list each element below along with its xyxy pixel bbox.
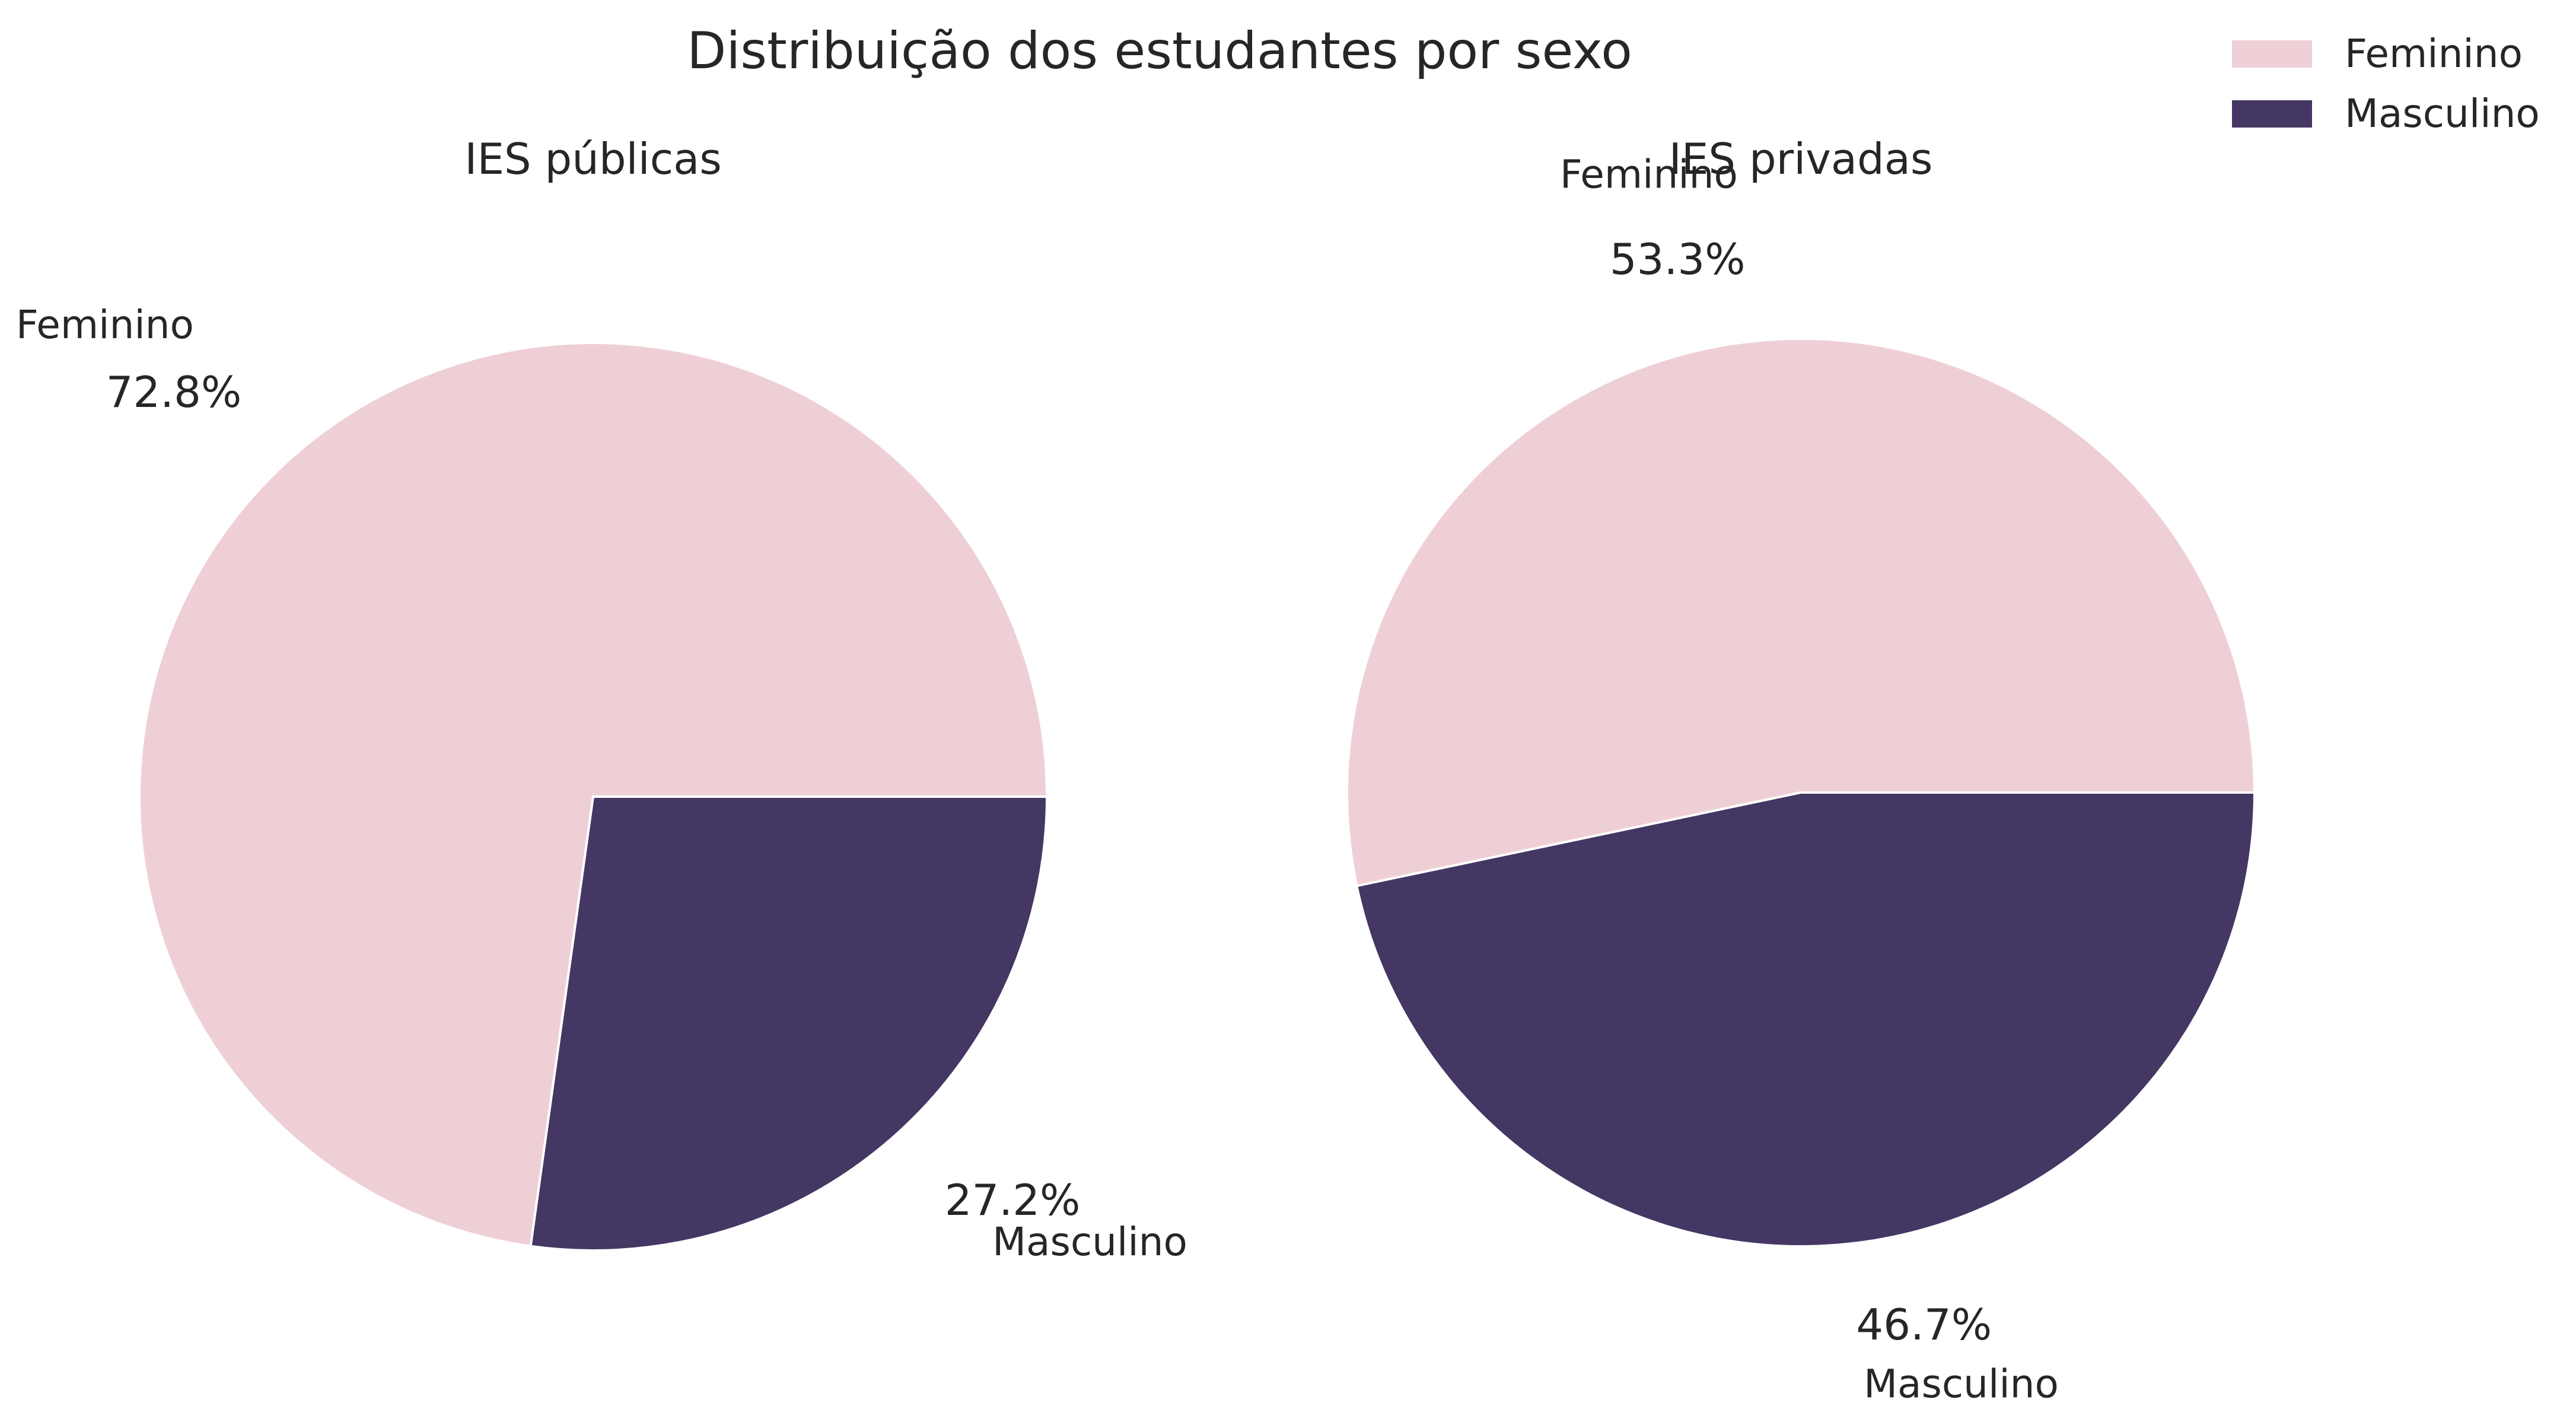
- legend-label-masculino: Masculino: [2345, 91, 2540, 136]
- slice-label-feminino: Feminino: [1560, 151, 1738, 197]
- figure-title: Distribuição dos estudantes por sexo: [687, 21, 1632, 81]
- legend-swatch-masculino: [2232, 100, 2312, 128]
- pct-label-feminino: 72.8%: [106, 367, 242, 417]
- pie-slice-masculino: [1355, 791, 2256, 1248]
- pie-ies-privadas: IES privadas Feminino 53.3% Masculino 46.7%: [1346, 134, 2256, 1407]
- pie-title-ies-publicas: IES públicas: [464, 134, 722, 184]
- slice-label-feminino: Feminino: [16, 302, 194, 348]
- legend-swatch-feminino: [2232, 40, 2312, 68]
- pct-label-feminino: 53.3%: [1610, 234, 1746, 284]
- pie-title-ies-privadas: IES privadas: [1669, 134, 1933, 184]
- legend: Feminino Masculino: [2232, 31, 2540, 136]
- pie-slice-feminino: [138, 342, 1048, 1248]
- pct-label-masculino: 46.7%: [1856, 1300, 1992, 1350]
- pct-label-masculino: 27.2%: [945, 1175, 1081, 1225]
- slice-label-masculino: Masculino: [1864, 1361, 2059, 1407]
- pie-slice-feminino: [1346, 338, 2256, 887]
- pie-slice-masculino: [529, 795, 1048, 1252]
- legend-label-feminino: Feminino: [2345, 31, 2523, 77]
- slice-label-masculino: Masculino: [992, 1219, 1187, 1265]
